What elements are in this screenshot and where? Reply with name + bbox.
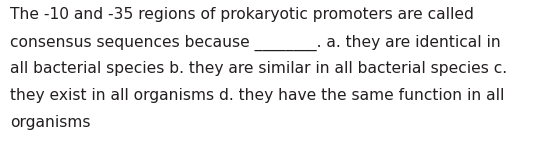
Text: they exist in all organisms d. they have the same function in all: they exist in all organisms d. they have… — [10, 88, 504, 103]
Text: all bacterial species b. they are similar in all bacterial species c.: all bacterial species b. they are simila… — [10, 61, 507, 76]
Text: consensus sequences because ________. a. they are identical in: consensus sequences because ________. a.… — [10, 34, 501, 51]
Text: organisms: organisms — [10, 115, 90, 130]
Text: The -10 and -35 regions of prokaryotic promoters are called: The -10 and -35 regions of prokaryotic p… — [10, 7, 474, 22]
